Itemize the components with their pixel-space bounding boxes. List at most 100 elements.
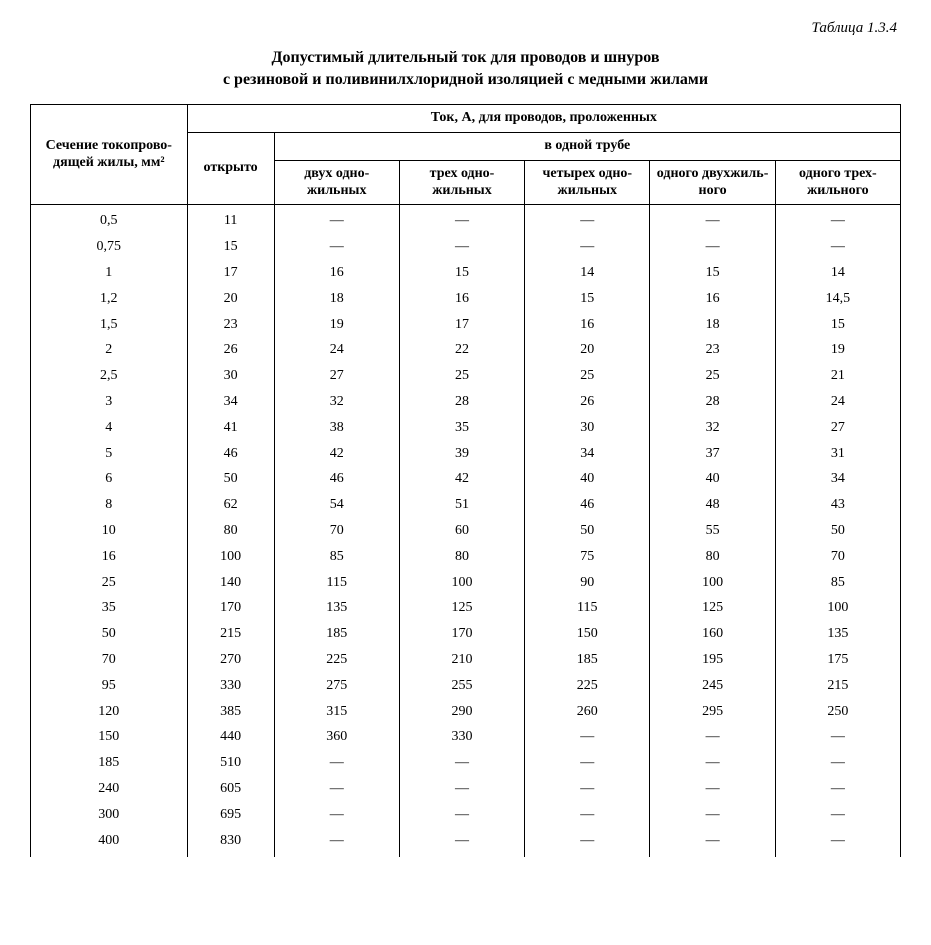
table-cell: 695 (187, 802, 274, 828)
header-open: открыто (187, 132, 274, 204)
table-cell: — (274, 776, 399, 802)
table-cell: 330 (187, 673, 274, 699)
table-cell: 14 (525, 260, 650, 286)
table-cell: 185 (525, 647, 650, 673)
table-cell: 30 (187, 364, 274, 390)
table-cell: — (775, 802, 900, 828)
table-cell: — (399, 776, 524, 802)
table-row: 4413835303227 (31, 415, 901, 441)
table-cell: 46 (187, 441, 274, 467)
table-cell: 135 (274, 596, 399, 622)
table-cell: — (525, 205, 650, 235)
table-cell: — (775, 205, 900, 235)
table-cell: 170 (399, 622, 524, 648)
table-cell: 330 (399, 725, 524, 751)
table-cell: 24 (775, 389, 900, 415)
table-cell: — (525, 235, 650, 261)
table-cell: 70 (274, 518, 399, 544)
table-cell: 3 (31, 389, 188, 415)
table-cell: 42 (274, 441, 399, 467)
table-cell: 41 (187, 415, 274, 441)
table-cell: 225 (525, 673, 650, 699)
table-cell: 16 (399, 286, 524, 312)
table-cell: 16 (274, 260, 399, 286)
table-cell: 37 (650, 441, 775, 467)
table-cell: 5 (31, 441, 188, 467)
table-cell: — (775, 235, 900, 261)
table-cell: 17 (399, 312, 524, 338)
table-row: 70270225210185195175 (31, 647, 901, 673)
table-cell: 54 (274, 493, 399, 519)
header-current-group: Ток, А, для проводов, проложенных (187, 105, 900, 133)
table-cell: — (525, 802, 650, 828)
table-cell: 46 (525, 493, 650, 519)
table-cell: 80 (187, 518, 274, 544)
table-cell: 185 (274, 622, 399, 648)
table-cell: 40 (525, 467, 650, 493)
table-cell: — (274, 235, 399, 261)
table-cell: — (650, 828, 775, 857)
table-cell: 31 (775, 441, 900, 467)
table-cell: 315 (274, 699, 399, 725)
table-cell: — (775, 751, 900, 777)
table-cell: 11 (187, 205, 274, 235)
table-row: 1171615141514 (31, 260, 901, 286)
table-cell: — (775, 776, 900, 802)
table-row: 2,5302725252521 (31, 364, 901, 390)
table-cell: 50 (187, 467, 274, 493)
table-cell: 34 (187, 389, 274, 415)
table-row: 5464239343731 (31, 441, 901, 467)
table-cell: 210 (399, 647, 524, 673)
table-cell: 46 (274, 467, 399, 493)
table-cell: 100 (187, 544, 274, 570)
table-cell: 2 (31, 338, 188, 364)
table-row: 2262422202319 (31, 338, 901, 364)
table-row: 0,7515————— (31, 235, 901, 261)
table-cell: 215 (187, 622, 274, 648)
table-cell: — (525, 828, 650, 857)
table-cell: 26 (187, 338, 274, 364)
table-cell: 100 (650, 570, 775, 596)
table-row: 300695————— (31, 802, 901, 828)
table-cell: 38 (274, 415, 399, 441)
title-line-2: с резиновой и поливинилхлоридной изоляци… (223, 71, 708, 88)
table-cell: — (650, 205, 775, 235)
table-cell: 100 (399, 570, 524, 596)
table-cell: 0,5 (31, 205, 188, 235)
table-cell: 55 (650, 518, 775, 544)
table-cell: 28 (399, 389, 524, 415)
table-row: 3343228262824 (31, 389, 901, 415)
table-title: Допустимый длительный ток для проводов и… (30, 47, 901, 90)
table-cell: 80 (399, 544, 524, 570)
table-cell: 23 (650, 338, 775, 364)
header-section: Сечение токопрово-дящей жилы, мм² (31, 105, 188, 205)
table-cell: 25 (650, 364, 775, 390)
table-cell: 240 (31, 776, 188, 802)
table-cell: 2,5 (31, 364, 188, 390)
table-cell: 295 (650, 699, 775, 725)
table-row: 120385315290260295250 (31, 699, 901, 725)
table-cell: 35 (399, 415, 524, 441)
table-cell: 32 (650, 415, 775, 441)
table-header: Сечение токопрово-дящей жилы, мм² Ток, А… (31, 105, 901, 205)
table-row: 240605————— (31, 776, 901, 802)
table-cell: 15 (775, 312, 900, 338)
table-cell: — (775, 725, 900, 751)
table-cell: 245 (650, 673, 775, 699)
table-cell: 300 (31, 802, 188, 828)
table-cell: — (274, 751, 399, 777)
header-pipe-col-3: одного двухжиль-ного (650, 160, 775, 205)
table-cell: 16 (31, 544, 188, 570)
table-cell: 34 (525, 441, 650, 467)
table-cell: — (274, 205, 399, 235)
table-cell: 19 (775, 338, 900, 364)
table-cell: 290 (399, 699, 524, 725)
table-cell: 830 (187, 828, 274, 857)
table-cell: 20 (525, 338, 650, 364)
table-row: 1,5231917161815 (31, 312, 901, 338)
table-cell: 18 (650, 312, 775, 338)
table-cell: 250 (775, 699, 900, 725)
table-row: 400830————— (31, 828, 901, 857)
table-cell: 27 (775, 415, 900, 441)
table-cell: 360 (274, 725, 399, 751)
